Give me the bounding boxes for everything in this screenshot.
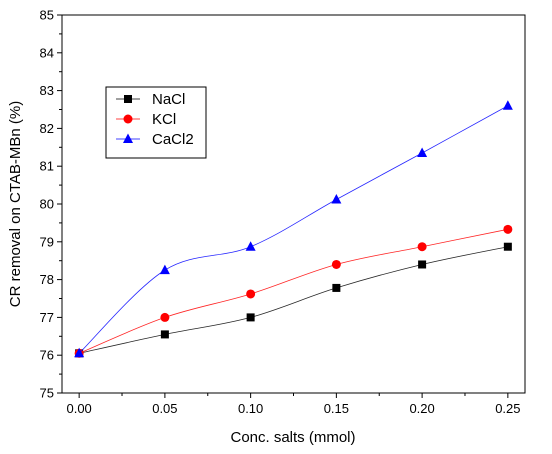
data-point-nacl	[418, 260, 427, 269]
x-tick-label: 0.20	[409, 401, 434, 416]
x-tick-label: 0.25	[495, 401, 520, 416]
y-tick-label: 81	[40, 159, 54, 174]
x-tick-label: 0.10	[238, 401, 263, 416]
x-tick-label: 0.15	[324, 401, 349, 416]
data-point-cacl2	[502, 100, 513, 110]
y-tick-label: 82	[40, 121, 54, 136]
ticks-layer: 0.00 0.05 0.10 0.15 0.20 0.25 75 76 77 78 79 80 81 82…	[40, 8, 521, 417]
data-point-nacl	[503, 242, 512, 251]
legend-label-kcl: KCl	[152, 111, 176, 128]
legend-marker-nacl	[124, 95, 132, 103]
data-point-nacl	[246, 313, 255, 322]
y-tick-label: 84	[40, 45, 54, 60]
plot-frame	[61, 14, 526, 394]
data-point-kcl	[503, 224, 513, 234]
data-point-kcl	[331, 259, 341, 269]
legend-label-cacl2: CaCl2	[152, 131, 194, 148]
y-tick-label: 85	[40, 8, 54, 23]
x-tick-label: 0.05	[152, 401, 177, 416]
data-point-nacl	[160, 330, 169, 339]
data-point-kcl	[246, 289, 256, 299]
data-point-cacl2	[245, 241, 256, 251]
legend-marker-kcl	[123, 114, 133, 124]
y-tick-label: 77	[40, 310, 54, 325]
legend: NaCl KCl CaCl2	[105, 86, 207, 159]
legend-label-nacl: NaCl	[152, 91, 185, 108]
legend-marker-cacl2	[123, 133, 133, 143]
data-point-cacl2	[74, 347, 85, 358]
y-tick-label: 76	[40, 348, 54, 363]
series-layer	[74, 100, 513, 358]
x-tick-label: 0.00	[66, 401, 91, 416]
data-point-cacl2	[331, 193, 342, 204]
series-line-nacl	[79, 246, 508, 354]
y-tick-label: 83	[40, 83, 54, 98]
y-tick-label: 80	[40, 197, 54, 212]
x-axis-title: Conc. salts (mmol)	[230, 429, 355, 446]
data-point-kcl	[417, 242, 427, 252]
data-point-nacl	[332, 283, 341, 292]
y-tick-label: 79	[40, 234, 54, 249]
y-tick-label: 75	[40, 386, 54, 401]
data-point-cacl2	[417, 147, 428, 157]
legend-items: NaCl KCl CaCl2	[116, 91, 194, 148]
y-tick-label: 78	[40, 272, 54, 287]
series-line-kcl	[78, 228, 508, 354]
series-line-cacl2	[78, 105, 509, 354]
data-point-kcl	[160, 312, 170, 322]
y-axis-title: CR removal on CTAB-MBn (%)	[7, 101, 24, 307]
data-point-cacl2	[159, 264, 170, 275]
